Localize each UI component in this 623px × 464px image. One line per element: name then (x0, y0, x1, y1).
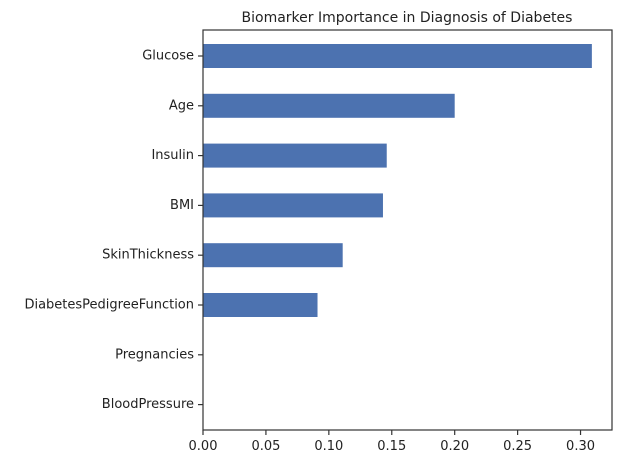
x-tick-label: 0.10 (314, 439, 343, 454)
y-tick-label: SkinThickness (102, 248, 194, 263)
x-tick-label: 0.15 (377, 439, 406, 454)
y-tick-label: BMI (170, 198, 194, 213)
x-axis: 0.00 0.05 0.10 0.15 0.20 0.25 0.30 (189, 430, 595, 454)
y-tick-label: Insulin (151, 148, 194, 163)
bar-diabetespedigreefunction (203, 293, 318, 317)
y-tick-label: Age (169, 98, 194, 113)
y-axis: Glucose Age Insulin BMI SkinThickness Diabete… (24, 49, 203, 412)
plot-area-frame (202, 29, 613, 431)
bars (203, 44, 592, 317)
bar-insulin (203, 143, 387, 168)
y-tick-label: Pregnancies (115, 347, 194, 362)
x-tick-label: 0.30 (566, 439, 595, 454)
bar-skinthickness (203, 243, 343, 268)
x-tick-label: 0.05 (251, 439, 280, 454)
x-tick-label: 0.25 (503, 439, 532, 454)
y-tick-label: BloodPressure (102, 397, 194, 412)
y-tick-label: Glucose (142, 49, 194, 64)
bar-bmi (203, 193, 383, 218)
bar-age (203, 93, 455, 118)
bar-glucose (203, 44, 592, 68)
y-tick-label: DiabetesPedigreeFunction (24, 298, 194, 313)
x-tick-label: 0.20 (440, 439, 469, 454)
chart-title: Biomarker Importance in Diagnosis of Dia… (242, 10, 573, 26)
x-tick-label: 0.00 (189, 439, 218, 454)
